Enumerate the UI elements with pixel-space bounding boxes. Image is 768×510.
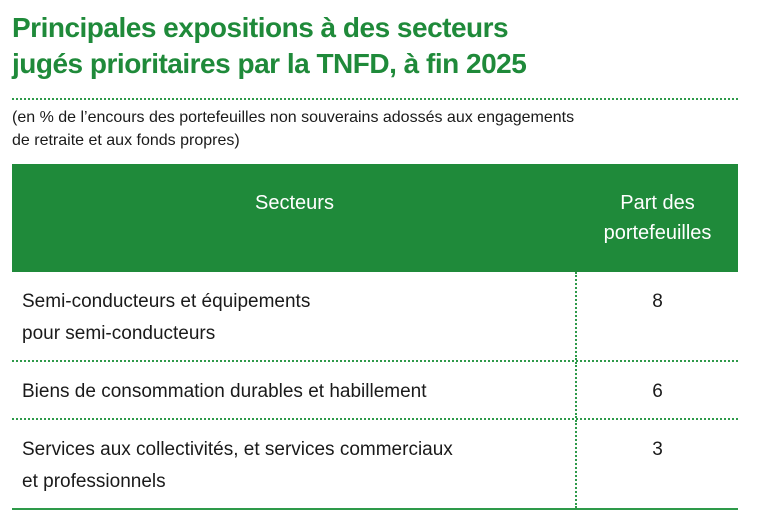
- subtitle-line-1: (en % de l’encours des portefeuilles non…: [12, 109, 575, 126]
- table-row: Semi-conducteurs et équipements pour sem…: [12, 272, 738, 362]
- subtitle: (en % de l’encours des portefeuilles non…: [12, 106, 738, 152]
- table-row: Biens de consommation durables et habill…: [12, 362, 738, 420]
- exposure-table: Secteurs Part des portefeuilles Semi-con…: [12, 164, 738, 510]
- row-share: 3: [652, 439, 663, 460]
- subtitle-line-2: de retraite et aux fonds propres): [12, 132, 240, 149]
- row-share: 8: [652, 291, 663, 312]
- row-sector: Services aux collectivités, et services …: [12, 420, 577, 508]
- header-share-line-1: Part des: [620, 192, 695, 214]
- row-sector-line-2: et professionnels: [22, 471, 166, 492]
- row-sector: Biens de consommation durables et habill…: [12, 362, 577, 418]
- table-header: Secteurs Part des portefeuilles: [12, 164, 738, 272]
- row-sector-line-2: pour semi-conducteurs: [22, 323, 216, 344]
- title-divider: [12, 98, 738, 100]
- header-sector: Secteurs: [255, 192, 334, 214]
- title-line-1: Principales expositions à des secteurs: [12, 12, 509, 43]
- header-share-line-2: portefeuilles: [603, 222, 712, 244]
- title-line-2: jugés prioritaires par la TNFD, à fin 20…: [12, 48, 527, 79]
- row-sector-line-1: Services aux collectivités, et services …: [22, 439, 453, 460]
- row-sector-line-1: Semi-conducteurs et équipements: [22, 291, 311, 312]
- table-row: Services aux collectivités, et services …: [12, 420, 738, 510]
- row-share: 6: [652, 381, 663, 402]
- page-title: Principales expositions à des secteurs j…: [12, 10, 752, 82]
- row-sector-line-1: Biens de consommation durables et habill…: [22, 381, 427, 402]
- row-sector: Semi-conducteurs et équipements pour sem…: [12, 272, 577, 360]
- header-share: Part des portefeuilles: [577, 164, 738, 272]
